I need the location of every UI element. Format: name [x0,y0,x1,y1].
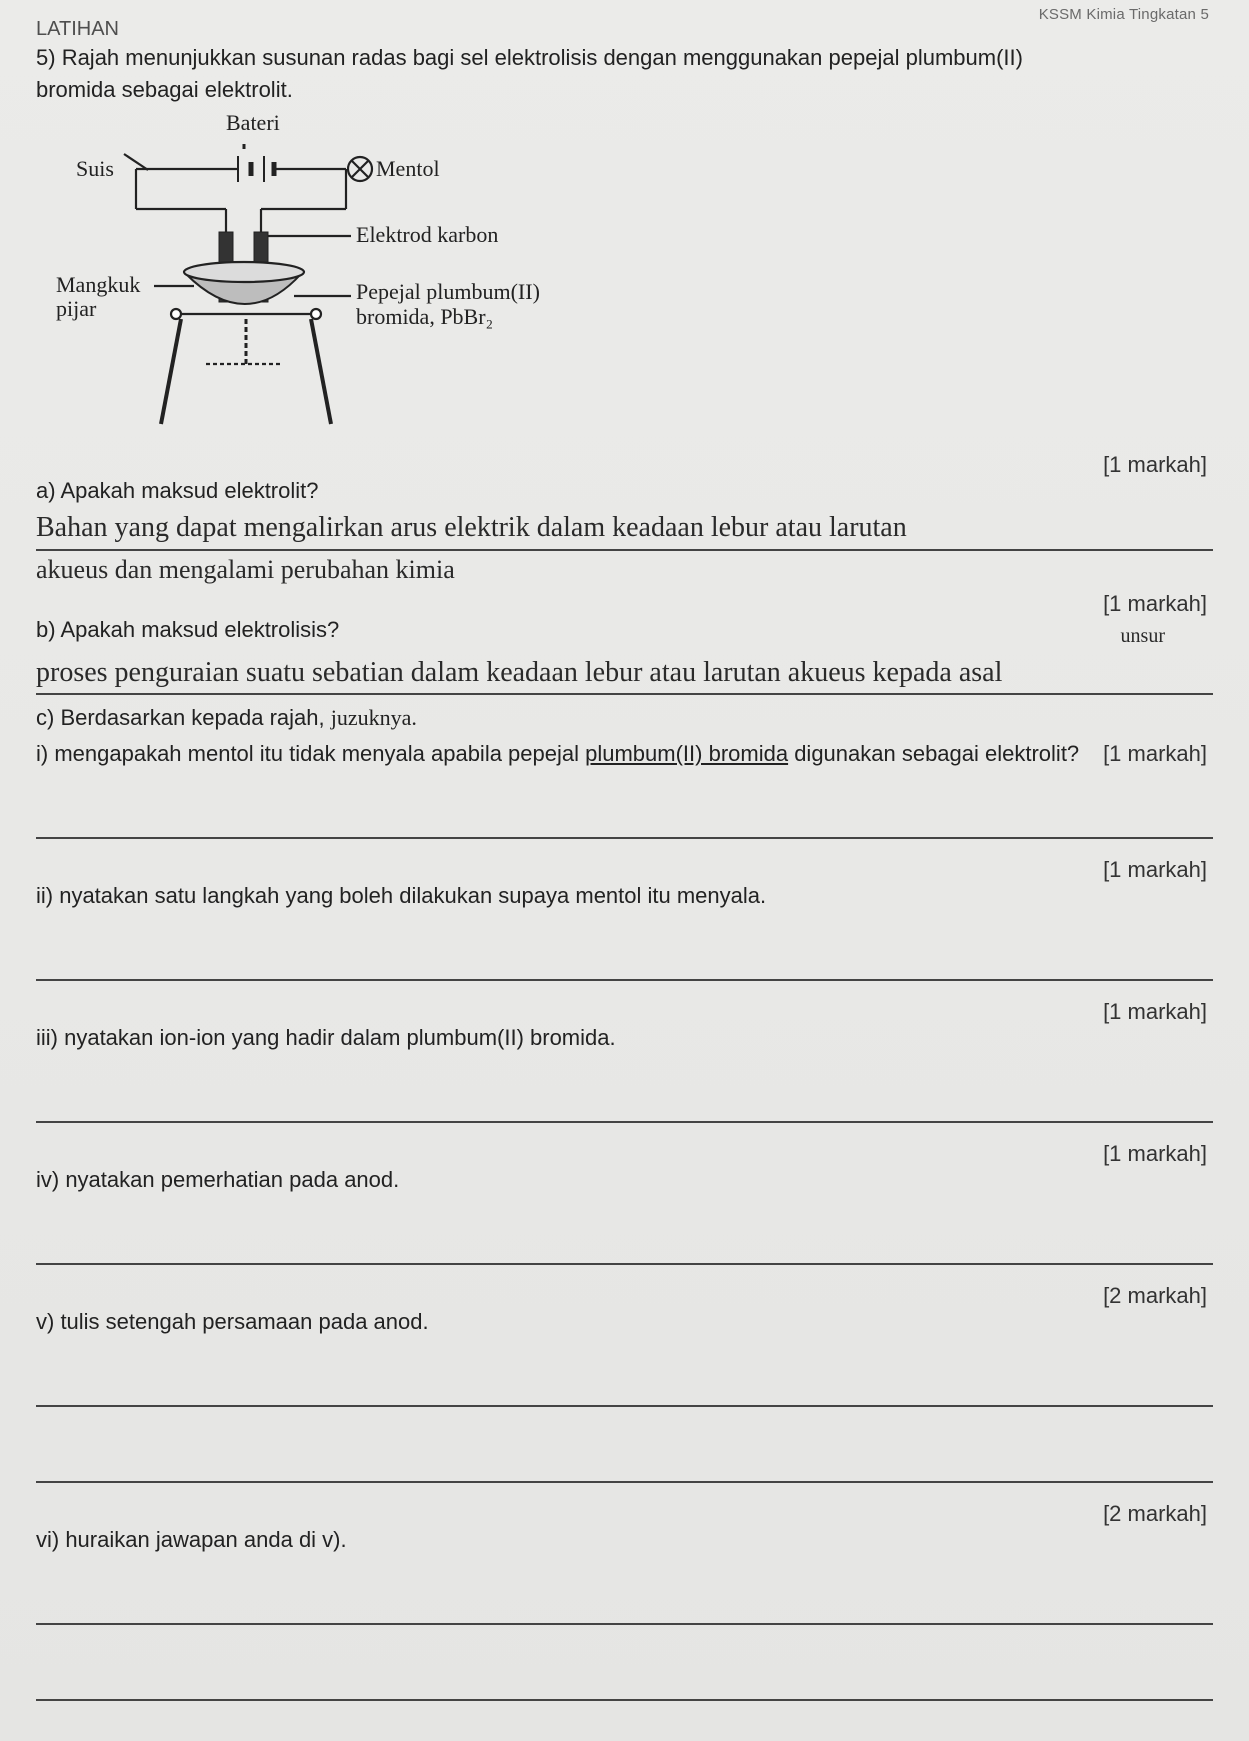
ans-b: proses penguraian suatu sebatian dalam k… [36,649,1213,695]
question-stem: 5) Rajah menunjukkan susunan radas bagi … [36,43,1213,73]
part-b: [1 markah] b) Apakah maksud elektrolisis… [36,591,1213,695]
book-header: KSSM Kimia Tingkatan 5 [1039,6,1209,23]
q-c-v: v) tulis setengah persamaan pada anod. [36,1309,1213,1335]
blank-c-i[interactable] [36,797,1213,839]
q-c-vi: vi) huraikan jawapan anda di v). [36,1527,1213,1553]
ans-a-1: Bahan yang dapat mengalirkan arus elektr… [36,504,1213,550]
ans-a-2: akueus dan mengalami perubahan kimia [36,553,1213,587]
q-b: b) Apakah maksud elektrolisis? [36,617,1213,643]
label-mentol: Mentol [376,156,440,182]
mark-c-vi: [2 markah] [1103,1501,1207,1527]
blank-c-iii[interactable] [36,1081,1213,1123]
ans-b-side: unsur [1121,625,1165,648]
mark-c-i: [1 markah] [1103,741,1207,767]
mark-c-iv: [1 markah] [1103,1141,1207,1167]
q-c-hand: juzuknya. [331,705,417,730]
mark-b: [1 markah] [1103,591,1207,617]
part-c-iii: [1 markah] iii) nyatakan ion-ion yang ha… [36,999,1213,1123]
blank-c-vi-1[interactable] [36,1583,1213,1625]
part-c-v: [2 markah] v) tulis setengah persamaan p… [36,1283,1213,1483]
mark-c-v: [2 markah] [1103,1283,1207,1309]
q-number: 5) [36,45,56,70]
q-text-1: Rajah menunjukkan susunan radas bagi sel… [62,45,1023,70]
label-pepejal-1: Pepejal plumbum(II) [356,279,540,305]
label-suis: Suis [76,156,114,182]
label-pepejal-2: bromida, PbBr₂ [356,304,493,330]
q-c: c) Berdasarkan kepada rajah, juzuknya. [36,705,1213,731]
blank-c-ii[interactable] [36,939,1213,981]
label-elektrod: Elektrod karbon [356,222,498,248]
question-stem-2: bromida sebagai elektrolit. [36,75,1213,105]
mark-c-iii: [1 markah] [1103,999,1207,1025]
blank-c-vi-2[interactable] [36,1659,1213,1701]
q-c-ii: ii) nyatakan satu langkah yang boleh dil… [36,883,1213,909]
q-c-iv: iv) nyatakan pemerhatian pada anod. [36,1167,1213,1193]
label-mangkuk-1: Mangkuk [56,272,140,298]
blank-c-v-1[interactable] [36,1365,1213,1407]
part-a: [1 markah] a) Apakah maksud elektrolit? … [36,452,1213,586]
apparatus-diagram: Bateri Suis Mentol Elektrod karbon Mangk… [76,114,616,434]
blank-c-iv[interactable] [36,1223,1213,1265]
part-c-i: i) mengapakah mentol itu tidak menyala a… [36,741,1213,839]
label-bateri: Bateri [226,110,280,136]
section-label: LATIHAN [36,18,1213,41]
q-c-iii: iii) nyatakan ion-ion yang hadir dalam p… [36,1025,1213,1051]
q-c-i-t2: digunakan sebagai elektrolit? [788,741,1079,766]
q-c-text: c) Berdasarkan kepada rajah, [36,705,325,730]
diagram-svg [76,114,616,434]
mark-a: [1 markah] [1103,452,1207,478]
q-c-i-t1: i) mengapakah mentol itu tidak menyala a… [36,741,585,766]
q-a: a) Apakah maksud elektrolit? [36,478,1213,504]
part-c-ii: [1 markah] ii) nyatakan satu langkah yan… [36,857,1213,981]
mark-c-ii: [1 markah] [1103,857,1207,883]
part-c-vi: [2 markah] vi) huraikan jawapan anda di … [36,1501,1213,1701]
part-c: c) Berdasarkan kepada rajah, juzuknya. [36,705,1213,731]
blank-c-v-2[interactable] [36,1441,1213,1483]
part-c-iv: [1 markah] iv) nyatakan pemerhatian pada… [36,1141,1213,1265]
q-c-i-u: plumbum(II) bromida [585,741,788,766]
q-c-i: i) mengapakah mentol itu tidak menyala a… [36,741,1213,767]
worksheet-page: KSSM Kimia Tingkatan 5 LATIHAN 5) Rajah … [0,0,1249,1741]
label-mangkuk-2: pijar [56,296,96,322]
